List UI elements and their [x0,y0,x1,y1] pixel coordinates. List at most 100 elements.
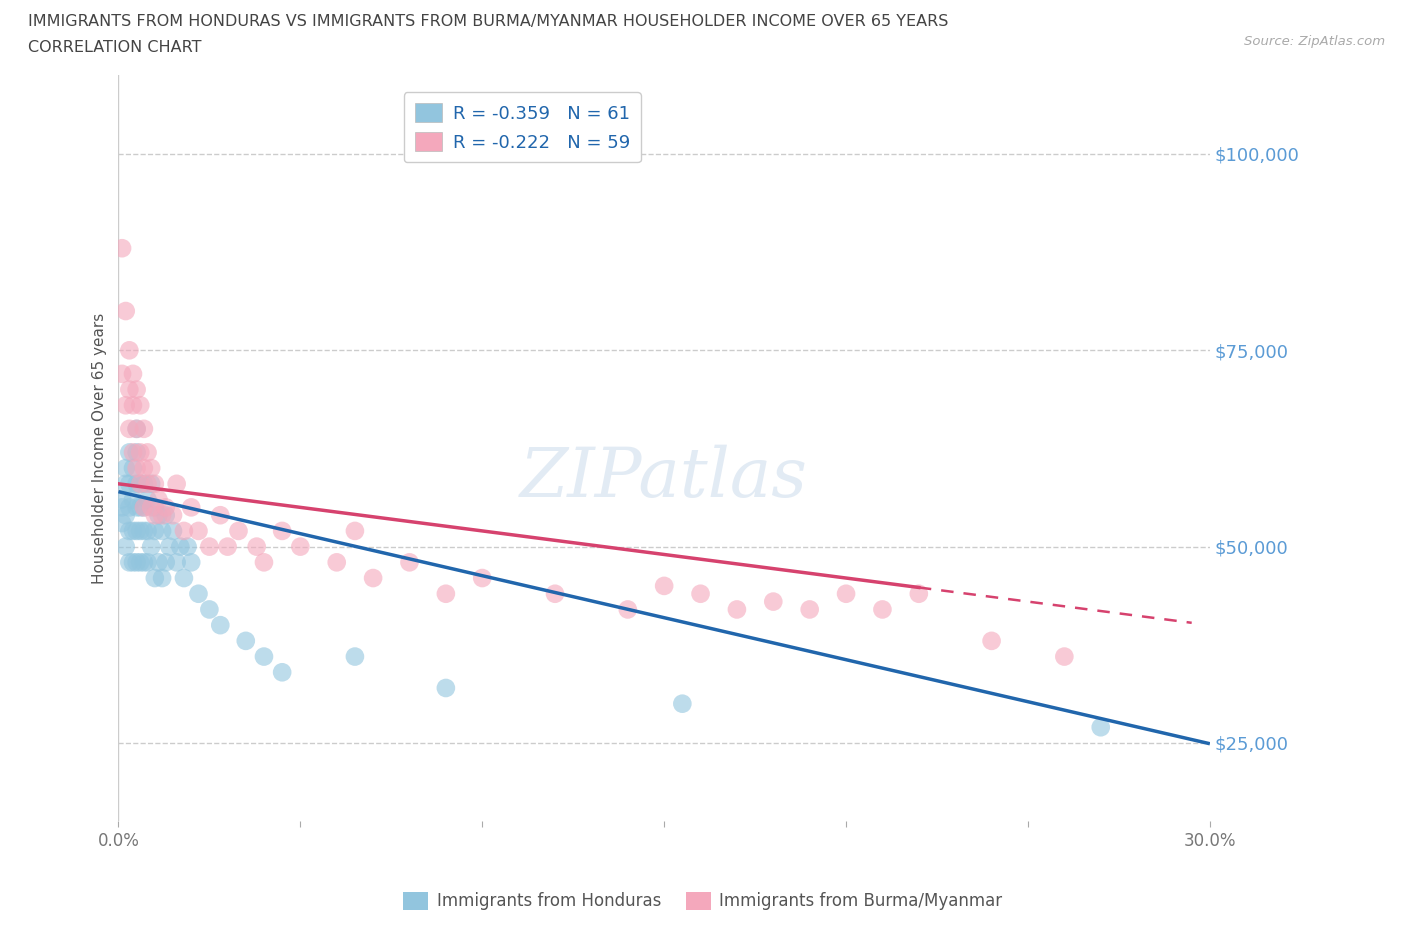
Point [187,524,209,538]
Point [114,539,136,554]
Point [129,476,152,491]
Text: ZIPatlas: ZIPatlas [520,445,808,512]
Point [217,539,239,554]
Point [166,476,188,491]
Point [141,460,163,475]
Point [166,555,188,570]
Point [180,500,202,515]
Point [155,508,177,523]
Point [253,555,276,570]
Point [1053,649,1076,664]
Point [122,555,145,570]
Point [434,586,457,601]
Legend: R = -0.359   N = 61, R = -0.222   N = 59: R = -0.359 N = 61, R = -0.222 N = 59 [404,92,641,163]
Point [132,460,155,475]
Point [122,460,145,475]
Point [122,398,145,413]
Point [471,571,494,586]
Point [118,476,141,491]
Point [150,571,173,586]
Point [872,602,894,617]
Point [125,524,148,538]
Point [652,578,675,593]
Point [148,555,170,570]
Text: Source: ZipAtlas.com: Source: ZipAtlas.com [1244,35,1385,48]
Point [908,586,931,601]
Point [325,555,347,570]
Point [125,382,148,397]
Point [114,508,136,523]
Point [762,594,785,609]
Point [150,508,173,523]
Point [143,508,166,523]
Point [132,421,155,436]
Point [118,343,141,358]
Point [434,681,457,696]
Point [118,555,141,570]
Point [136,445,159,459]
Point [271,665,294,680]
Point [122,366,145,381]
Point [141,500,163,515]
Point [132,555,155,570]
Point [689,586,711,601]
Point [114,303,136,318]
Point [544,586,567,601]
Point [136,555,159,570]
Point [1090,720,1112,735]
Point [290,539,312,554]
Point [136,492,159,507]
Point [173,524,195,538]
Point [136,524,159,538]
Point [129,555,152,570]
Point [835,586,858,601]
Point [616,602,638,617]
Point [129,398,152,413]
Point [343,649,366,664]
Point [125,421,148,436]
Point [150,524,173,538]
Point [132,476,155,491]
Point [114,476,136,491]
Point [118,421,141,436]
Point [148,508,170,523]
Point [129,500,152,515]
Point [209,508,232,523]
Point [143,571,166,586]
Point [361,571,384,586]
Point [125,460,148,475]
Text: CORRELATION CHART: CORRELATION CHART [28,40,201,55]
Point [980,633,1002,648]
Point [180,555,202,570]
Point [111,515,134,530]
Point [118,445,141,459]
Point [143,476,166,491]
Text: IMMIGRANTS FROM HONDURAS VS IMMIGRANTS FROM BURMA/MYANMAR HOUSEHOLDER INCOME OVE: IMMIGRANTS FROM HONDURAS VS IMMIGRANTS F… [28,14,949,29]
Point [162,508,184,523]
Point [118,500,141,515]
Point [132,500,155,515]
Point [111,241,134,256]
Point [125,445,148,459]
Point [176,539,198,554]
Y-axis label: Householder Income Over 65 years: Householder Income Over 65 years [93,312,107,584]
Point [125,476,148,491]
Point [122,445,145,459]
Point [143,524,166,538]
Point [125,500,148,515]
Point [169,539,191,554]
Point [114,460,136,475]
Point [253,649,276,664]
Point [129,476,152,491]
Point [155,555,177,570]
Point [141,476,163,491]
Point [343,524,366,538]
Point [671,697,693,711]
Point [122,524,145,538]
Point [246,539,269,554]
Point [125,555,148,570]
Point [118,524,141,538]
Point [114,398,136,413]
Point [148,492,170,507]
Point [111,500,134,515]
